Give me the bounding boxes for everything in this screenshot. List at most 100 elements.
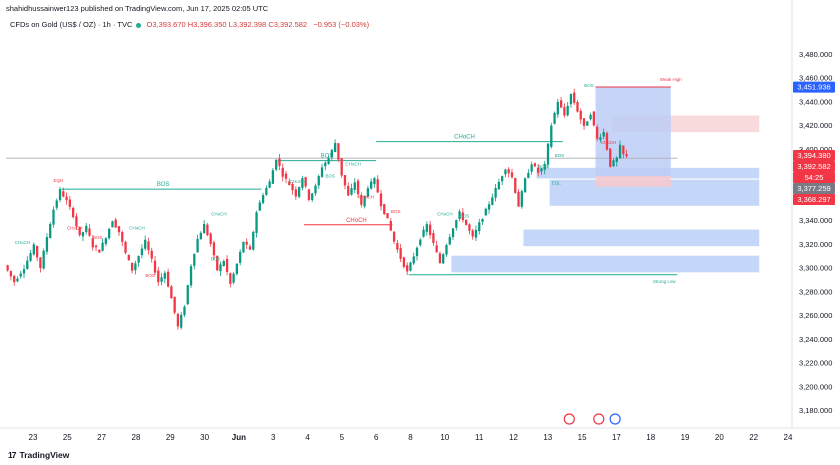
structure-label: BOS: [321, 154, 334, 160]
structure-label: CHoCH: [346, 218, 367, 224]
candle-body: [278, 158, 281, 166]
candle-body: [363, 195, 366, 207]
x-tick-label: 5: [340, 433, 345, 442]
candle-body: [432, 233, 435, 243]
candle-body: [157, 270, 160, 283]
tradingview-brand[interactable]: 17 TradingView: [8, 450, 69, 460]
candle-body: [573, 92, 576, 103]
candle-body: [543, 163, 546, 170]
event-flag-icon[interactable]: [609, 413, 621, 425]
candle-body: [248, 246, 252, 250]
candle-body: [383, 204, 386, 215]
candle-body: [379, 193, 383, 207]
candle-body: [304, 177, 307, 187]
candle-body: [252, 231, 255, 250]
event-flag-icon[interactable]: [563, 413, 575, 425]
symbol-legend: CFDs on Gold (US$ / OZ) · 1h · TVC O3,39…: [10, 20, 369, 29]
candle-body: [101, 242, 104, 251]
candle-body: [487, 204, 491, 210]
candle-body: [615, 157, 618, 162]
candle-body: [52, 209, 55, 225]
candle-body: [75, 216, 78, 227]
candle-body: [474, 229, 478, 238]
candle-body: [517, 191, 520, 207]
candle-body: [32, 244, 35, 255]
candle-body: [150, 250, 153, 259]
y-tick-label: 3,420.000: [799, 121, 832, 130]
candle-body: [582, 118, 586, 126]
x-tick-label: 12: [509, 433, 518, 442]
candle-body: [422, 229, 425, 237]
candle-body: [625, 154, 628, 157]
x-tick-label: 24: [784, 433, 793, 442]
y-tick-label: 3,320.000: [799, 240, 832, 249]
x-tick-label: Jun: [232, 433, 246, 442]
candle-body: [16, 278, 19, 282]
symbol-name[interactable]: CFDs on Gold (US$ / OZ) · 1h · TVC: [10, 20, 133, 29]
candle-body: [153, 260, 157, 273]
candle-body: [147, 241, 150, 251]
candle-body: [49, 224, 52, 238]
candle-body: [592, 111, 596, 126]
candle-body: [127, 254, 130, 261]
candle-body: [481, 218, 484, 222]
candle-body: [265, 187, 268, 195]
candle-body: [219, 264, 222, 272]
candle-body: [399, 248, 402, 259]
candle-body: [88, 228, 91, 236]
candle-body: [579, 110, 582, 120]
publisher-line: shahidhussainwer123 published on Trading…: [6, 4, 269, 13]
candle-body: [255, 212, 258, 233]
candle-body: [501, 176, 504, 182]
candle-body: [360, 195, 363, 205]
candle-body: [320, 167, 324, 177]
candle-body: [324, 162, 327, 167]
x-tick-label: 8: [408, 433, 413, 442]
candle-body: [461, 212, 465, 221]
candle-body: [284, 173, 288, 179]
candle-body: [330, 149, 334, 158]
ohlc-low: L3,392.398: [228, 20, 267, 29]
event-flag-icon[interactable]: [593, 413, 605, 425]
smc-label: CHoCH: [129, 226, 145, 231]
candle-body: [13, 275, 16, 283]
price-label-box: [793, 160, 835, 172]
candle-body: [71, 207, 75, 218]
candle-body: [455, 220, 458, 228]
ohlc-high: H3,396.350: [187, 20, 227, 29]
ohlc-change: −0.953 (−0.03%): [313, 20, 370, 29]
candle-body: [35, 246, 39, 258]
candle-body: [622, 145, 625, 155]
x-tick-label: 18: [646, 433, 655, 442]
candle-body: [22, 269, 26, 274]
smc-label: BOS: [211, 256, 221, 261]
candle-body: [406, 265, 409, 272]
smc-label: Weak High: [660, 77, 682, 82]
candle-body: [275, 159, 278, 170]
candle-body: [209, 233, 212, 244]
candle-body: [428, 224, 432, 236]
price-label-box: [793, 171, 835, 183]
ohlc-close: C3,392.582: [268, 20, 308, 29]
y-tick-label: 3,440.000: [799, 97, 832, 106]
candle-body: [435, 245, 438, 253]
candle-body: [271, 170, 275, 184]
candle-body: [599, 137, 602, 141]
candle-body: [29, 253, 32, 261]
candle-body: [589, 114, 592, 120]
tv-logo-icon: 17: [8, 450, 17, 460]
candle-body: [45, 237, 49, 252]
candle-body: [134, 263, 137, 271]
candle-body: [569, 94, 573, 105]
structure-label: CHoCH: [454, 135, 475, 141]
candle-body: [291, 183, 294, 191]
candle-body: [491, 197, 494, 205]
candle-body: [94, 245, 98, 248]
candle-body: [553, 112, 556, 124]
candle-body: [268, 181, 271, 188]
price-label-text: 3,368.297: [797, 195, 830, 204]
candle-body: [229, 273, 232, 284]
x-tick-label: 17: [612, 433, 621, 442]
candle-body: [111, 221, 114, 228]
